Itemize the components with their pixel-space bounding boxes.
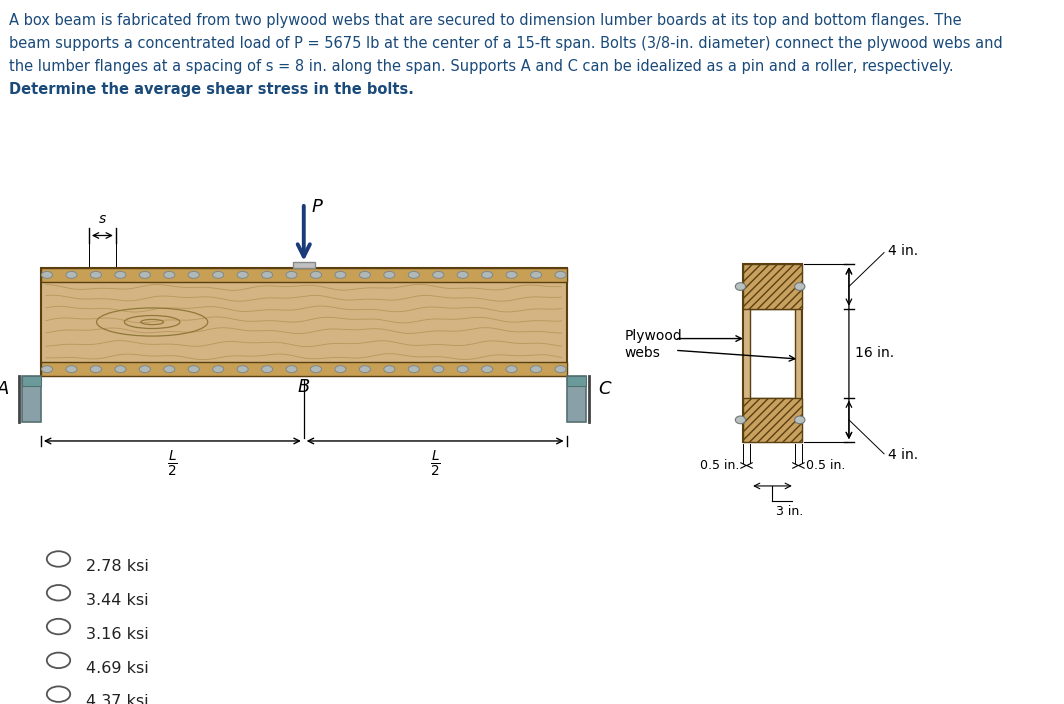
Bar [750, 309, 795, 398]
Ellipse shape [335, 272, 346, 278]
Ellipse shape [531, 272, 542, 278]
Ellipse shape [286, 272, 297, 278]
Text: 2.78 ksi: 2.78 ksi [86, 559, 149, 574]
Text: 4 in.: 4 in. [888, 448, 918, 463]
Bar [40, 363, 566, 376]
Ellipse shape [90, 365, 101, 372]
Ellipse shape [482, 365, 493, 372]
Ellipse shape [360, 272, 370, 278]
Ellipse shape [433, 272, 444, 278]
Bar [566, 376, 586, 422]
Text: $\frac{L}{2}$: $\frac{L}{2}$ [430, 448, 440, 479]
Text: 16 in.: 16 in. [854, 346, 894, 360]
Text: C: C [598, 379, 611, 398]
Ellipse shape [237, 272, 248, 278]
Ellipse shape [311, 272, 321, 278]
Text: B: B [298, 378, 310, 396]
Ellipse shape [66, 272, 77, 278]
Bar [566, 376, 586, 386]
Text: the lumber flanges at a spacing of s = 8 in. along the span. Supports A and C ca: the lumber flanges at a spacing of s = 8… [9, 59, 953, 74]
Ellipse shape [555, 272, 566, 278]
Text: $\frac{L}{2}$: $\frac{L}{2}$ [167, 448, 178, 479]
Ellipse shape [115, 272, 126, 278]
Bar [743, 264, 802, 442]
Ellipse shape [286, 365, 297, 372]
Ellipse shape [795, 283, 805, 290]
Ellipse shape [90, 272, 101, 278]
Bar [293, 262, 315, 268]
Ellipse shape [139, 365, 150, 372]
Ellipse shape [41, 365, 52, 372]
Ellipse shape [433, 365, 444, 372]
Ellipse shape [458, 365, 468, 372]
Ellipse shape [795, 416, 805, 424]
Text: 0.5 in.: 0.5 in. [807, 459, 846, 472]
Ellipse shape [115, 365, 126, 372]
Ellipse shape [735, 416, 746, 424]
Ellipse shape [237, 365, 248, 372]
Text: A: A [0, 379, 10, 398]
Ellipse shape [164, 272, 174, 278]
Ellipse shape [213, 365, 223, 372]
Ellipse shape [213, 272, 223, 278]
Text: 4.69 ksi: 4.69 ksi [86, 660, 149, 676]
Ellipse shape [506, 365, 517, 372]
Ellipse shape [66, 365, 77, 372]
Ellipse shape [139, 272, 150, 278]
Ellipse shape [506, 272, 517, 278]
Text: s: s [99, 212, 106, 226]
Ellipse shape [188, 365, 199, 372]
Bar [743, 264, 802, 309]
Ellipse shape [384, 272, 395, 278]
Ellipse shape [360, 365, 370, 372]
Text: Plywood
webs: Plywood webs [625, 329, 682, 360]
Bar [40, 268, 566, 376]
Ellipse shape [409, 272, 419, 278]
Text: 3.44 ksi: 3.44 ksi [86, 593, 149, 608]
Text: 4 in.: 4 in. [888, 244, 918, 258]
Text: P: P [312, 199, 322, 216]
Bar [21, 376, 40, 386]
Ellipse shape [384, 365, 395, 372]
Text: beam supports a concentrated load of P = 5675 lb at the center of a 15-ft span. : beam supports a concentrated load of P =… [9, 36, 1002, 51]
Ellipse shape [262, 272, 272, 278]
Text: Determine the average shear stress in the bolts.: Determine the average shear stress in th… [9, 82, 414, 97]
Ellipse shape [41, 272, 52, 278]
Bar [743, 398, 802, 442]
Ellipse shape [262, 365, 272, 372]
Ellipse shape [188, 272, 199, 278]
Bar [40, 268, 566, 282]
Text: 4.37 ksi: 4.37 ksi [86, 694, 149, 704]
Text: 3 in.: 3 in. [777, 505, 803, 518]
Text: 3.16 ksi: 3.16 ksi [86, 627, 149, 642]
Bar [21, 376, 40, 422]
Ellipse shape [458, 272, 468, 278]
Ellipse shape [409, 365, 419, 372]
Ellipse shape [335, 365, 346, 372]
Text: A box beam is fabricated from two plywood webs that are secured to dimension lum: A box beam is fabricated from two plywoo… [9, 13, 961, 27]
Ellipse shape [735, 283, 746, 290]
Ellipse shape [555, 365, 566, 372]
Ellipse shape [164, 365, 174, 372]
Ellipse shape [482, 272, 493, 278]
Ellipse shape [531, 365, 542, 372]
Ellipse shape [311, 365, 321, 372]
Text: 0.5 in.: 0.5 in. [699, 459, 738, 472]
